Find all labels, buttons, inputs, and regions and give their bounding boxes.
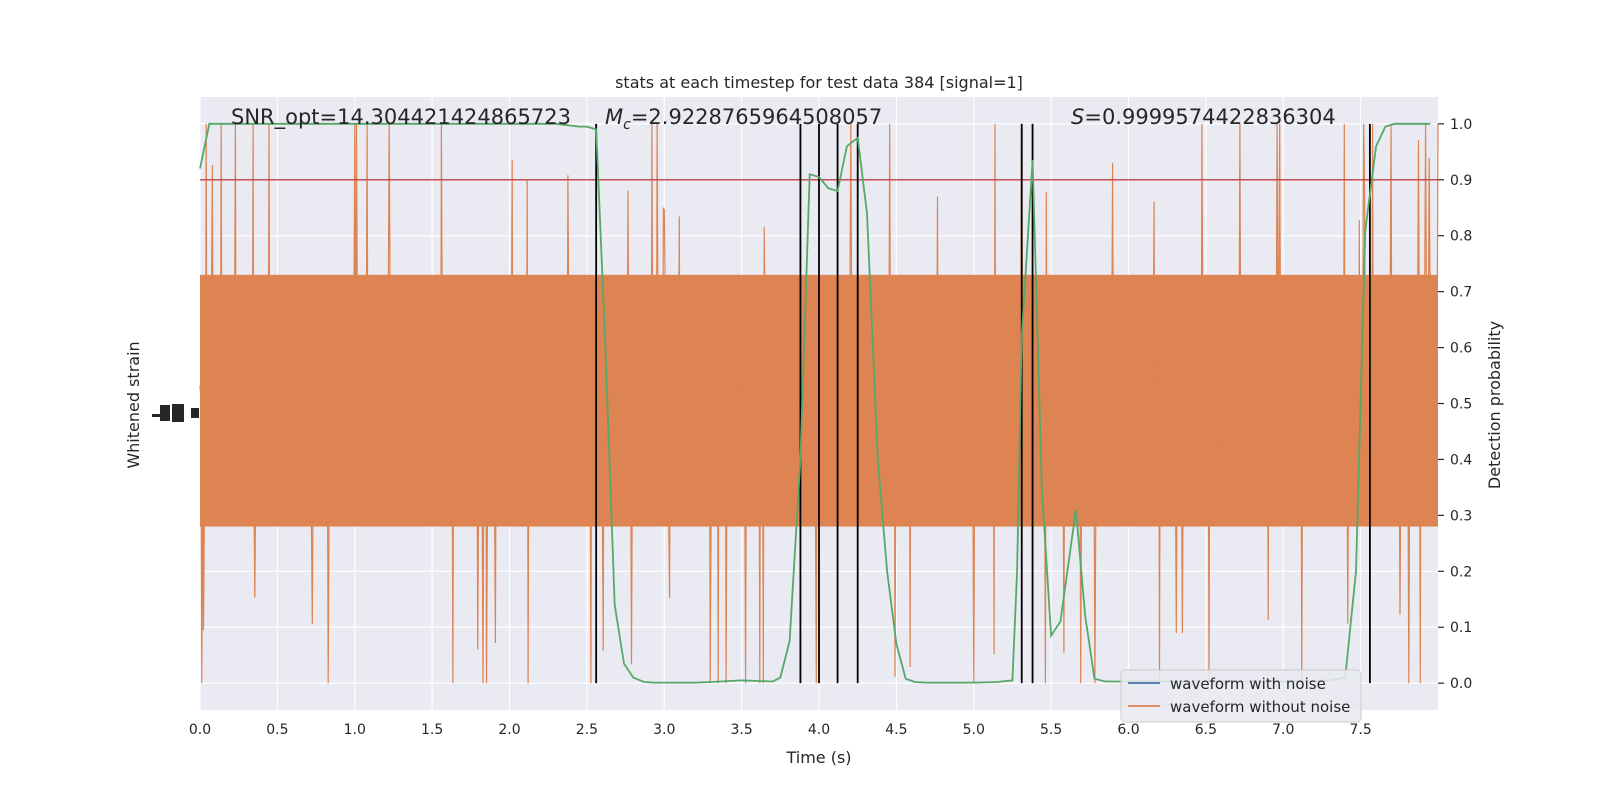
x-tick-label: 7.5 bbox=[1349, 722, 1371, 738]
y-tick-label: 1.0 bbox=[1450, 117, 1472, 133]
y-tick-label: 0.9 bbox=[1450, 173, 1472, 189]
y-axis-label-right: Detection probability bbox=[1485, 321, 1504, 489]
detection-boundaries bbox=[595, 123, 1371, 684]
x-tick-label: 6.0 bbox=[1117, 722, 1139, 738]
y-right-ticks: 0.0 0.1 0.2 0.3 0.4 0.5 0.6 0.7 0.8 0.9 1.0 bbox=[1438, 117, 1472, 692]
x-tick-label: 3.0 bbox=[653, 722, 675, 738]
y-axis-label-left: Whitened strain bbox=[124, 341, 143, 468]
chart-title: stats at each timestep for test data 384… bbox=[615, 73, 1023, 92]
snr-annotation: SNR_opt=14.304421424865723 bbox=[231, 105, 571, 130]
x-tick-label: 1.5 bbox=[421, 722, 443, 738]
x-ticks: 0.0 0.5 1.0 1.5 2.0 2.5 3.0 3.5 4.0 4.5 5.0 5.5 6.0 6… bbox=[189, 722, 1372, 738]
y-tick-label: 0.7 bbox=[1450, 285, 1472, 301]
x-tick-label: 2.0 bbox=[498, 722, 520, 738]
x-tick-label: 4.5 bbox=[885, 722, 907, 738]
y-tick-label: 0.6 bbox=[1450, 341, 1472, 357]
legend-label-waveform-with-noise: waveform with noise bbox=[1170, 675, 1326, 693]
y-tick-label: 0.4 bbox=[1450, 452, 1472, 468]
x-tick-label: 6.5 bbox=[1195, 722, 1217, 738]
legend-label-waveform-without-noise: waveform without noise bbox=[1170, 698, 1350, 716]
x-tick-label: 0.5 bbox=[266, 722, 288, 738]
x-tick-label: 1.0 bbox=[344, 722, 366, 738]
y-tick-label: 0.1 bbox=[1450, 620, 1472, 636]
y-tick-label: 0.8 bbox=[1450, 229, 1472, 245]
y-tick-label: 0.0 bbox=[1450, 676, 1472, 692]
x-tick-label: 4.0 bbox=[808, 722, 830, 738]
legend: waveform with noise waveform without noi… bbox=[1120, 669, 1362, 723]
legend-box bbox=[1120, 669, 1362, 723]
x-tick-label: 3.5 bbox=[730, 722, 752, 738]
x-axis-label: Time (s) bbox=[785, 748, 851, 767]
s-annotation: S=0.9999574422836304 bbox=[1071, 105, 1336, 129]
x-tick-label: 0.0 bbox=[189, 722, 211, 738]
x-tick-label: 7.0 bbox=[1272, 722, 1294, 738]
y-tick-label: 0.5 bbox=[1450, 397, 1472, 413]
chirp-mass-annotation: Mc=2.9228765964508057 bbox=[605, 105, 882, 133]
y-tick-label: 0.3 bbox=[1450, 508, 1472, 524]
x-tick-label: 2.5 bbox=[576, 722, 598, 738]
x-tick-label: 5.0 bbox=[963, 722, 985, 738]
x-tick-label: 5.5 bbox=[1040, 722, 1062, 738]
y-tick-label: 0.2 bbox=[1450, 564, 1472, 580]
left-tick-labels bbox=[152, 404, 199, 422]
